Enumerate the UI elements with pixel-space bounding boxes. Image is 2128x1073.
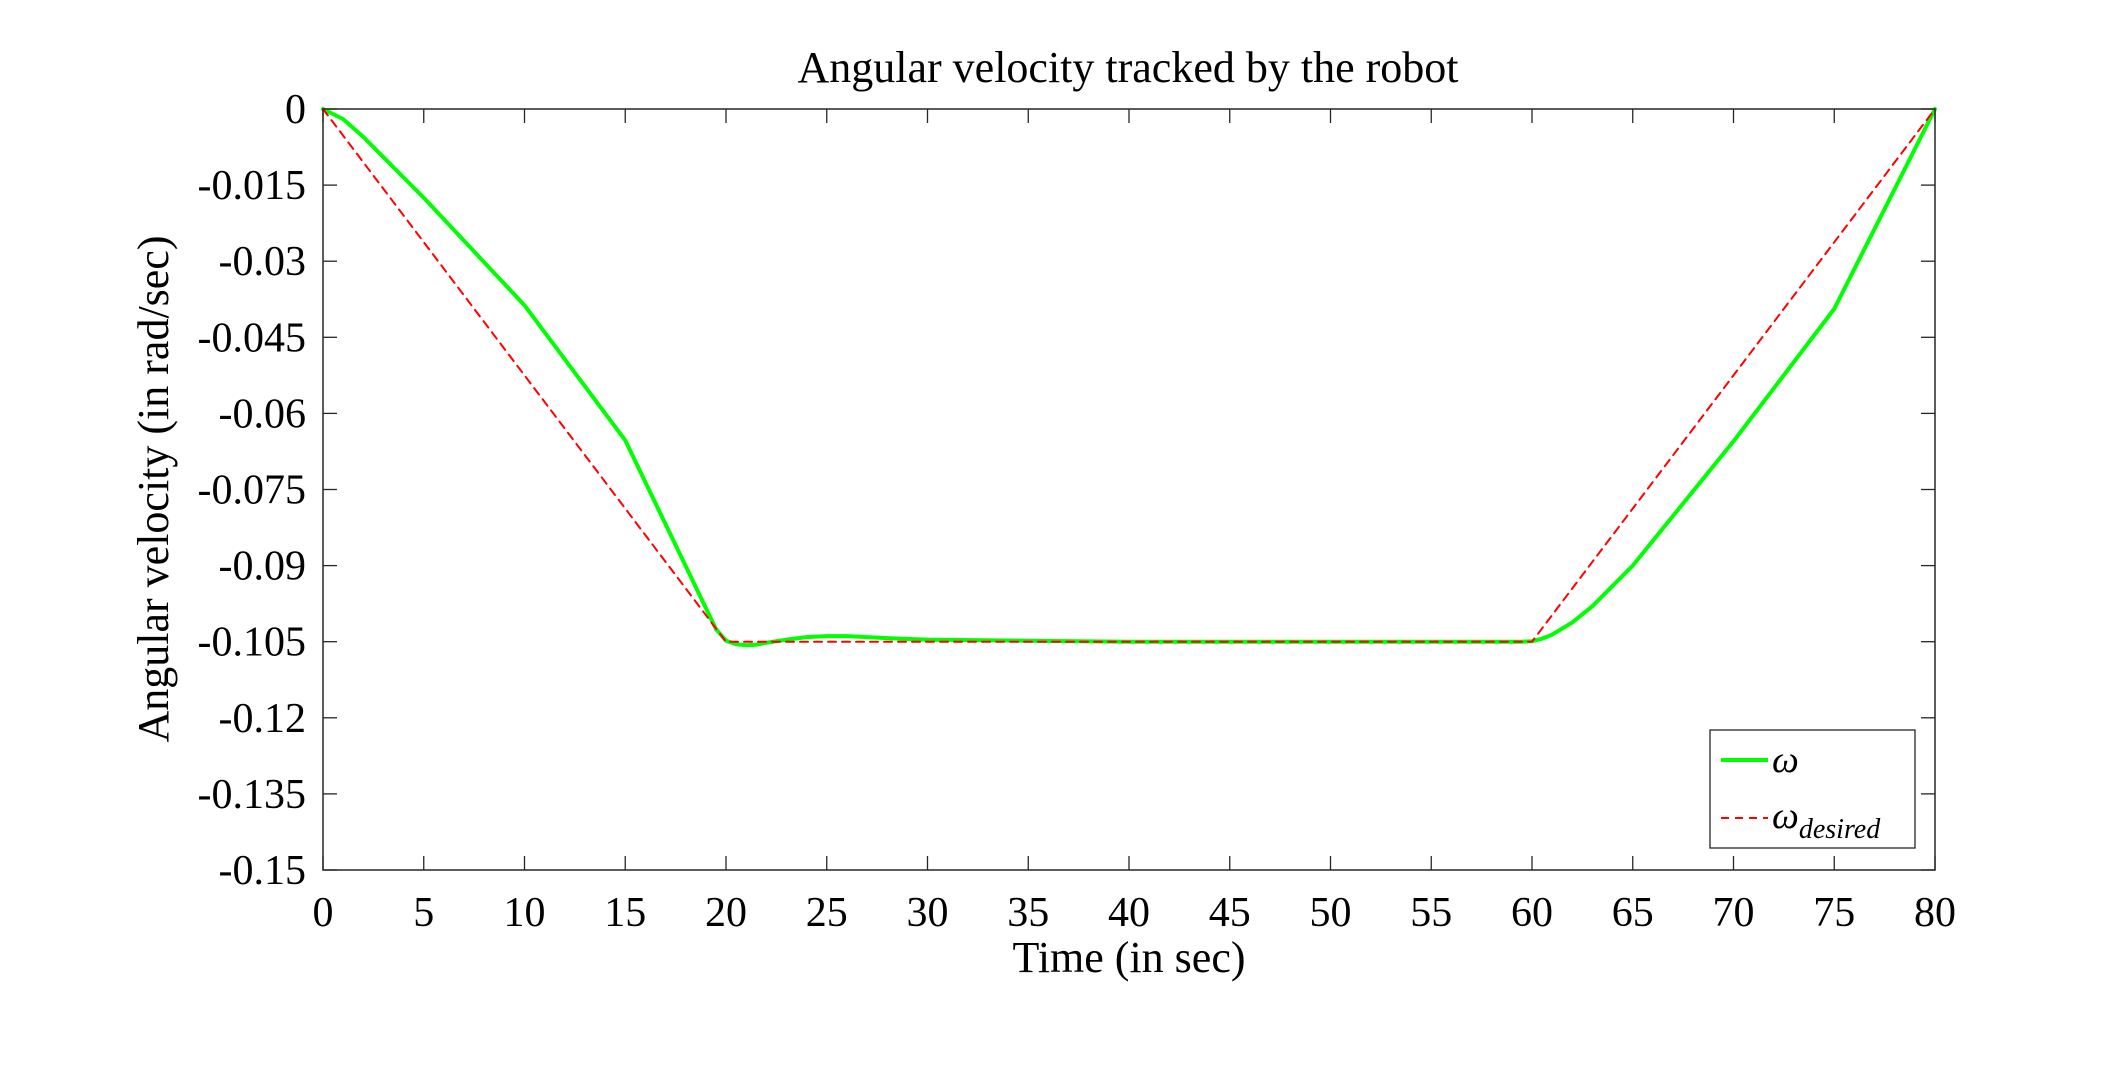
- y-tick-labels: 0 -0.015 -0.03 -0.045 -0.06 -0.075 -0.09 -0.105…: [198, 87, 307, 894]
- x-tick-label: 70: [1713, 890, 1755, 936]
- x-tick-label: 80: [1914, 890, 1956, 936]
- series-line-omega: [321, 107, 1937, 648]
- x-tick-labels: 0 5 10 15 20 25 30 35 40 45 50 55 60 65 70 75 80: [313, 890, 1957, 936]
- x-tick-label: 40: [1108, 890, 1150, 936]
- x-tick-label: 0: [313, 890, 334, 936]
- x-axis-label: Time (in sec): [1012, 933, 1245, 982]
- x-tick-label: 75: [1813, 890, 1855, 936]
- legend: ω ωdesired: [1709, 729, 1916, 849]
- x-tick-label: 60: [1511, 890, 1553, 936]
- legend-label-omega-desired-subscript: desired: [1799, 814, 1881, 845]
- y-tick-label: -0.105: [198, 620, 307, 666]
- legend-label-omega: ω: [1772, 739, 1799, 781]
- x-tick-label: 15: [604, 890, 646, 936]
- x-tick-label: 25: [806, 890, 848, 936]
- x-tick-label: 35: [1007, 890, 1049, 936]
- legend-box: [1709, 729, 1916, 849]
- x-tick-label: 45: [1209, 890, 1251, 936]
- plot-area-frame: [322, 108, 1936, 871]
- y-tick-label: -0.045: [198, 315, 307, 361]
- y-tick-label: -0.06: [219, 391, 307, 437]
- x-tick-label: 65: [1612, 890, 1654, 936]
- y-tick-label: -0.15: [219, 848, 307, 894]
- chart-title: Angular velocity tracked by the robot: [797, 43, 1458, 92]
- x-tick-label: 5: [413, 890, 434, 936]
- y-axis-label: Angular velocity (in rad/sec): [129, 235, 178, 742]
- x-tick-label: 30: [907, 890, 949, 936]
- y-tick-label: -0.075: [198, 468, 307, 514]
- x-tick-label: 50: [1310, 890, 1352, 936]
- x-tick-label: 20: [705, 890, 747, 936]
- legend-label-omega-desired-base: ω: [1772, 795, 1799, 837]
- y-tick-label: -0.09: [219, 544, 307, 590]
- y-tick-label: -0.015: [198, 163, 307, 209]
- series-layer: [321, 107, 1937, 648]
- series-line-omega-desired: [322, 108, 1936, 643]
- y-tick-label: -0.12: [219, 696, 307, 742]
- y-tick-label: -0.135: [198, 772, 307, 818]
- y-tick-label: 0: [285, 87, 306, 133]
- y-tick-label: -0.03: [219, 239, 307, 285]
- x-tick-label: 55: [1410, 890, 1452, 936]
- legend-label-omega-desired: ωdesired: [1772, 795, 1881, 845]
- x-tick-label: 10: [504, 890, 546, 936]
